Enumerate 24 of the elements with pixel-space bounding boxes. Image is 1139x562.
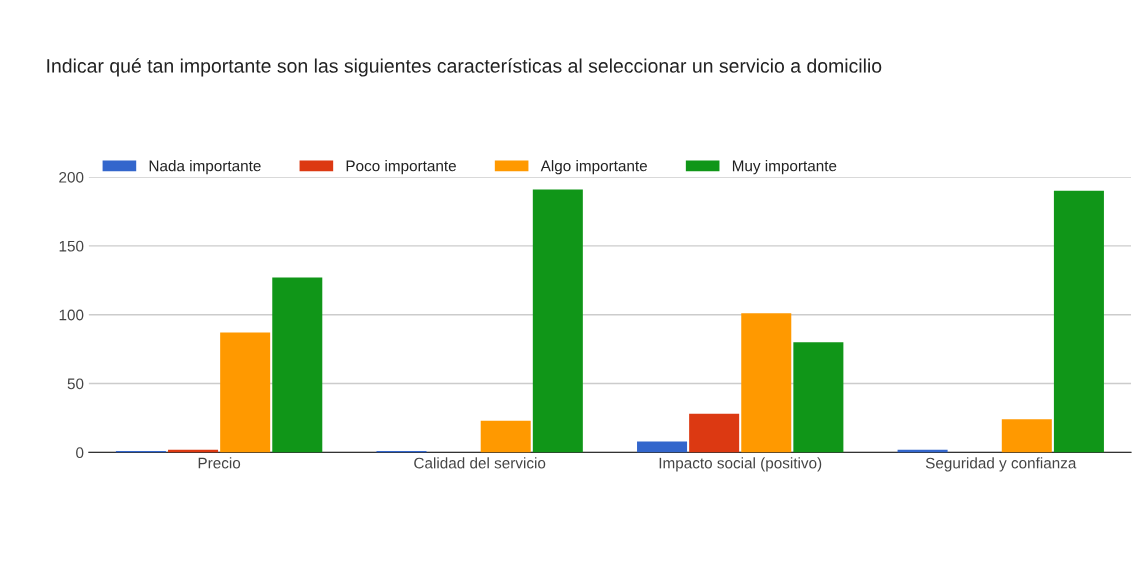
bar (637, 441, 688, 453)
legend-label: Nada importante (149, 160, 261, 175)
bar (1053, 190, 1104, 453)
y-tick-label: 200 (59, 171, 84, 183)
bar (220, 332, 271, 453)
y-tick-label: 50 (67, 378, 84, 390)
bar (793, 342, 844, 453)
y-tick-label: 0 (76, 447, 84, 459)
bar (532, 189, 583, 453)
bar (689, 413, 740, 453)
chart-title: Indicar qué tan importante son las siguientes características al seleccionar un servicio a domicilio (47, 58, 882, 77)
bar (272, 277, 323, 453)
y-tick-label: 100 (59, 309, 84, 321)
x-tick-label: Calidad del servicio (414, 457, 546, 469)
legend-label: Muy importante (732, 160, 837, 175)
x-tick-label: Precio (198, 457, 241, 469)
x-tick-label: Impacto social (positivo) (659, 457, 822, 472)
bar (1001, 419, 1052, 453)
x-tick-label: Seguridad y confianza (925, 457, 1077, 472)
legend-label: Poco importante (346, 160, 456, 175)
y-tick-label: 150 (59, 240, 84, 252)
legend-label: Algo importante (540, 160, 647, 175)
bar (741, 313, 792, 453)
bar (480, 420, 531, 453)
